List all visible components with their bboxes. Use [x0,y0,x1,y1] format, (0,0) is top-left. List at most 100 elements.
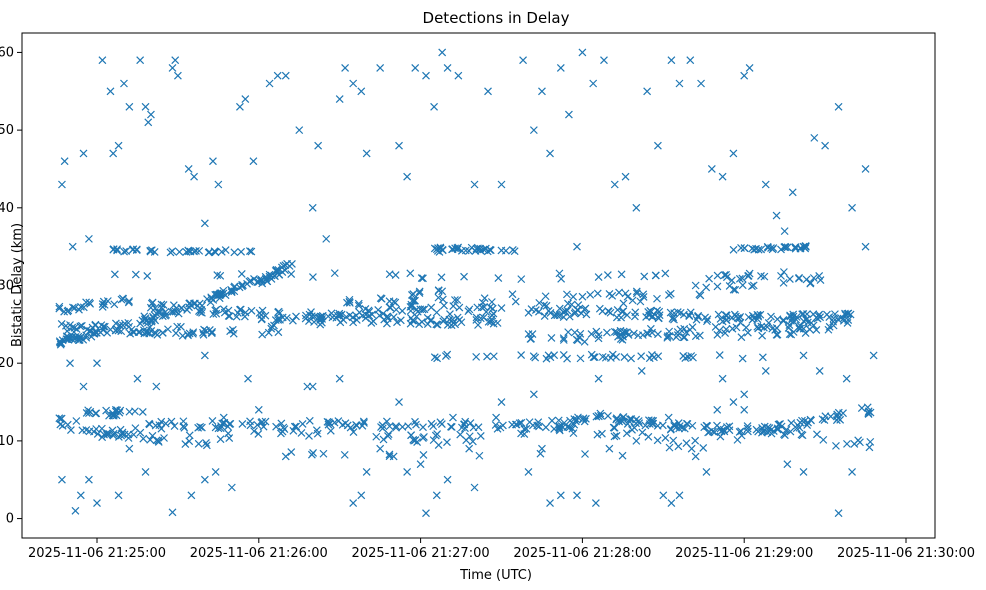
detection-marker [815,367,824,375]
x-tick-label: 2025-11-06 21:30:00 [837,546,975,561]
detection-marker [609,423,618,432]
detection-marker [562,290,571,299]
detection-marker [809,274,818,282]
x-tick-label: 2025-11-06 21:26:00 [190,546,328,561]
detection-marker [434,293,443,302]
detection-marker [640,272,649,281]
detection-marker [520,425,529,433]
detection-marker [542,301,551,310]
detection-marker [653,306,662,315]
detection-marker [744,271,753,280]
detection-marker [619,299,628,308]
detection-marker [196,308,205,317]
detection-marker [77,321,86,330]
detection-marker [813,430,821,439]
detection-marker [289,426,298,435]
detection-marker [550,351,559,360]
detection-marker [330,269,339,278]
detection-marker [377,294,386,303]
detection-marker [799,468,808,476]
detection-marker [783,243,792,252]
detection-marker [568,424,577,433]
detection-marker [802,275,811,284]
detection-marker [446,422,455,431]
detection-marker [395,398,403,406]
detection-marker [62,321,70,330]
detection-marker [337,310,346,319]
detection-marker [745,269,754,278]
detection-marker [58,180,66,189]
detection-marker [384,432,392,440]
detection-marker [288,316,297,325]
detection-marker [219,413,228,422]
detection-marker [68,323,77,332]
detection-marker [406,306,415,315]
detection-marker [274,328,283,337]
detection-marker [120,79,128,88]
detection-marker [114,491,123,500]
detection-marker [287,448,296,457]
detection-marker [398,423,407,431]
x-tick-label: 2025-11-06 21:27:00 [352,546,490,561]
detection-marker [461,246,470,255]
y-tick-label: 20 [0,356,14,371]
detection-marker [566,416,574,425]
detection-marker [292,312,300,321]
detection-marker [443,475,452,484]
detection-marker [184,246,193,255]
detection-marker [740,390,749,399]
detection-marker [124,298,133,307]
detection-marker [116,321,124,330]
detection-marker [168,508,177,517]
detection-marker [277,429,285,438]
detection-marker [684,353,693,361]
detection-marker [749,281,758,290]
detection-marker [303,382,312,391]
detection-marker [382,417,391,426]
detection-marker [559,336,568,344]
detection-marker [810,133,819,142]
detection-marker [58,475,66,484]
detection-marker [663,332,672,341]
detection-marker [430,244,439,253]
detection-marker [197,305,206,314]
detection-marker [624,331,633,339]
detection-marker [254,405,263,414]
detection-marker [843,309,852,318]
detection-marker [612,328,621,337]
detection-marker [595,304,604,313]
detection-marker [484,317,493,326]
detection-marker [729,398,738,406]
detection-marker [200,351,209,360]
detection-marker [298,419,307,428]
detection-marker [361,314,370,322]
detection-marker [772,323,781,332]
detection-marker [58,421,67,430]
detection-marker [438,295,447,304]
detection-marker [273,71,282,80]
detection-marker [393,318,401,327]
detection-marker [561,307,570,316]
detection-marker [622,429,631,438]
detection-marker [834,414,843,423]
detection-marker [736,312,745,321]
detection-marker [343,421,352,430]
detection-marker [68,242,77,251]
detection-marker [89,427,98,436]
detection-marker [475,451,484,460]
detection-marker [536,449,545,458]
detection-marker [443,64,452,72]
detection-marker [795,273,803,282]
detection-marker [416,460,425,469]
detection-marker [307,312,316,321]
detection-marker [335,95,344,103]
detection-marker [100,322,109,331]
detection-marker [600,56,608,65]
detection-marker [295,126,304,135]
detection-marker [326,426,335,435]
detection-marker [587,330,596,339]
detection-marker [742,323,751,332]
detection-marker [249,157,258,166]
detection-marker [60,307,69,316]
detection-marker [465,444,474,453]
